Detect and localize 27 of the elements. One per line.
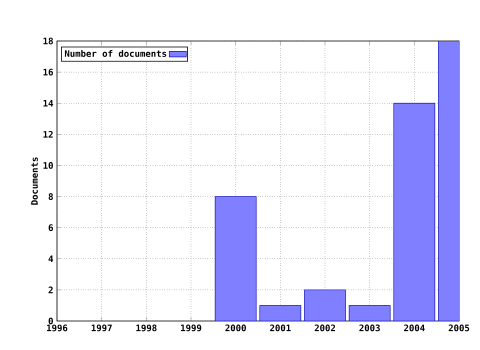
y-axis-title: Documents xyxy=(31,157,38,205)
y-tick-label: 4 xyxy=(48,256,54,262)
bar xyxy=(304,290,346,321)
x-tick-label: 2005 xyxy=(448,324,470,332)
y-tick-label: 18 xyxy=(44,38,53,44)
bar xyxy=(349,305,390,321)
y-tick-label: 2 xyxy=(48,286,53,294)
x-tick-label: 1997 xyxy=(92,324,112,332)
x-tick-label: 2002 xyxy=(314,324,336,332)
y-tick-label: 8 xyxy=(48,193,53,200)
legend-label: Number of documents xyxy=(64,50,166,57)
bar xyxy=(215,196,256,321)
y-tick-label: 0 xyxy=(48,318,53,324)
x-tick-label: 1996 xyxy=(47,324,68,332)
x-tick-label: 2001 xyxy=(270,324,291,332)
x-tick-label: 2003 xyxy=(359,324,380,332)
y-tick-label: 10 xyxy=(44,162,53,169)
y-tick-label: 16 xyxy=(44,68,53,76)
x-tick-label: 1998 xyxy=(136,324,157,332)
x-tick-label: 1999 xyxy=(181,324,202,332)
y-tick-label: 14 xyxy=(44,100,54,106)
bar xyxy=(394,103,435,321)
y-tick-label: 6 xyxy=(48,224,53,232)
bar xyxy=(260,305,301,321)
x-tick-label: 2004 xyxy=(404,324,425,332)
y-tick-label: 12 xyxy=(44,131,53,138)
x-tick-label: 2000 xyxy=(225,324,246,332)
